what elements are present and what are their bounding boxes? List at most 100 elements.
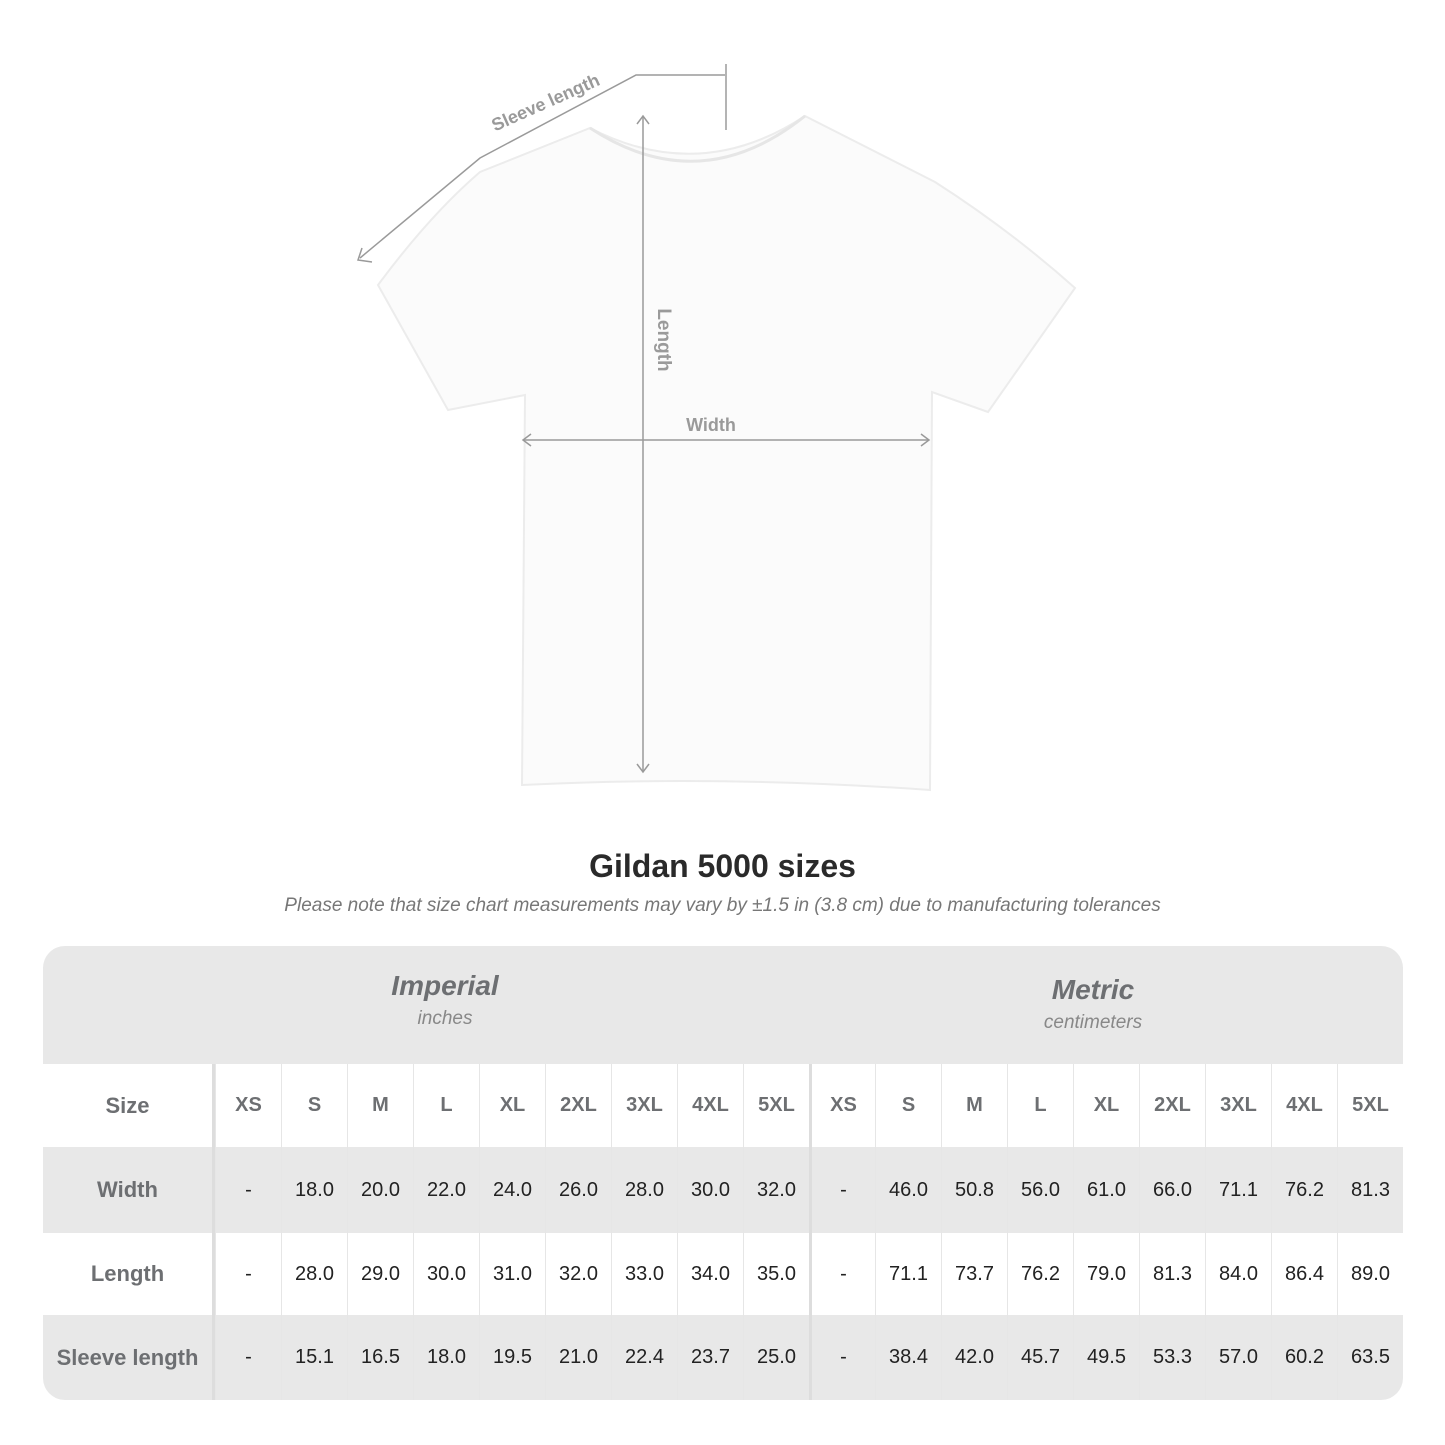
metric-value: 45.7 (1007, 1315, 1073, 1400)
length-arrow-top (636, 114, 650, 125)
chart-title: Gildan 5000 sizes (589, 848, 856, 884)
width-arrow-right (920, 433, 931, 447)
metric-value: 53.3 (1139, 1315, 1205, 1400)
metric-value: - (809, 1147, 875, 1233)
metric-size-3xl: 3XL (1205, 1064, 1271, 1147)
imperial-size-m: M (347, 1064, 413, 1147)
table-row: Width -18.0 20.0 22.0 24.0 26.0 28.0 30.0 32.0-4… (43, 1147, 1403, 1233)
metric-value: 71.1 (875, 1233, 941, 1315)
imperial-value: 30.0 (677, 1147, 743, 1233)
imperial-value: 32.0 (545, 1233, 611, 1315)
row-label: Length (43, 1233, 215, 1315)
imperial-size-3xl: 3XL (611, 1064, 677, 1147)
imperial-value: 34.0 (677, 1233, 743, 1315)
imperial-value: - (215, 1233, 281, 1315)
width-arrow-left (521, 433, 532, 447)
imperial-value: 33.0 (611, 1233, 677, 1315)
imperial-size-s: S (281, 1064, 347, 1147)
metric-value: 61.0 (1073, 1147, 1139, 1233)
tolerance-note: Please note that size chart measurements… (284, 895, 1161, 916)
metric-value: 73.7 (941, 1233, 1007, 1315)
row-label: Sleeve length (43, 1315, 215, 1400)
imperial-size-2xl: 2XL (545, 1064, 611, 1147)
metric-value: 60.2 (1271, 1315, 1337, 1400)
metric-value: 50.8 (941, 1147, 1007, 1233)
metric-value: 63.5 (1337, 1315, 1403, 1400)
imperial-value: 23.7 (677, 1315, 743, 1400)
imperial-value: 28.0 (611, 1147, 677, 1233)
imperial-value: 28.0 (281, 1233, 347, 1315)
table-row: Length -28.0 29.0 30.0 31.0 32.0 33.0 34.0 35.0-… (43, 1233, 1403, 1315)
imperial-size-xl: XL (479, 1064, 545, 1147)
sleeve-arrowhead (357, 247, 373, 263)
imperial-header: Imperial inches (215, 946, 675, 1064)
metric-size-4xl: 4XL (1271, 1064, 1337, 1147)
imperial-value: 22.0 (413, 1147, 479, 1233)
metric-value: 71.1 (1205, 1147, 1271, 1233)
tshirt-shape (376, 114, 1077, 792)
imperial-value: 19.5 (479, 1315, 545, 1400)
metric-value: 56.0 (1007, 1147, 1073, 1233)
imperial-size-xs: XS (215, 1064, 281, 1147)
imperial-value: 16.5 (347, 1315, 413, 1400)
imperial-title: Imperial (391, 970, 499, 1001)
imperial-value: - (215, 1315, 281, 1400)
metric-size-xl: XL (1073, 1064, 1139, 1147)
metric-value: 84.0 (1205, 1233, 1271, 1315)
imperial-value: 21.0 (545, 1315, 611, 1400)
imperial-value: 15.1 (281, 1315, 347, 1400)
metric-value: 79.0 (1073, 1233, 1139, 1315)
table-row: Sleeve length -15.1 16.5 18.0 19.5 21.0 22.4 23… (43, 1315, 1403, 1400)
imperial-value: 30.0 (413, 1233, 479, 1315)
width-label: Width (686, 415, 736, 435)
metric-size-5xl: 5XL (1337, 1064, 1403, 1147)
imperial-value: 29.0 (347, 1233, 413, 1315)
imperial-value: - (215, 1147, 281, 1233)
imperial-value: 25.0 (743, 1315, 809, 1400)
imperial-value: 26.0 (545, 1147, 611, 1233)
imperial-size-l: L (413, 1064, 479, 1147)
imperial-value: 35.0 (743, 1233, 809, 1315)
imperial-value: 24.0 (479, 1147, 545, 1233)
imperial-value: 32.0 (743, 1147, 809, 1233)
metric-unit: centimeters (1043, 1012, 1143, 1033)
tshirt-collar (589, 114, 806, 163)
imperial-value: 20.0 (347, 1147, 413, 1233)
metric-size-l: L (1007, 1064, 1073, 1147)
imperial-value: 18.0 (413, 1315, 479, 1400)
size-label: Size (43, 1064, 215, 1147)
table-header-row: Size XS S M L XL 2XL 3XL 4XL 5XL XS S M L XL 2XL 3XL 4XL 5… (43, 1064, 1403, 1147)
metric-value: 42.0 (941, 1315, 1007, 1400)
size-table: Imperial inches Metric centimeters Size X… (43, 946, 1403, 1400)
metric-value: - (809, 1315, 875, 1400)
metric-value: 86.4 (1271, 1233, 1337, 1315)
metric-value: 66.0 (1139, 1147, 1205, 1233)
metric-size-2xl: 2XL (1139, 1064, 1205, 1147)
imperial-value: 18.0 (281, 1147, 347, 1233)
length-arrow-bottom (636, 763, 650, 774)
imperial-size-4xl: 4XL (677, 1064, 743, 1147)
imperial-value: 22.4 (611, 1315, 677, 1400)
metric-value: 76.2 (1271, 1147, 1337, 1233)
metric-value: 89.0 (1337, 1233, 1403, 1315)
metric-size-xs: XS (809, 1064, 875, 1147)
metric-size-m: M (941, 1064, 1007, 1147)
tshirt-diagram: Sleeve length Length Width (357, 64, 1077, 792)
metric-title: Metric (1051, 974, 1135, 1005)
metric-value: 76.2 (1007, 1233, 1073, 1315)
metric-value: 81.3 (1139, 1233, 1205, 1315)
length-label: Length (653, 308, 674, 371)
row-label: Width (43, 1147, 215, 1233)
metric-header: Metric centimeters (838, 946, 1348, 1064)
imperial-unit: inches (417, 1008, 473, 1029)
metric-value: - (809, 1233, 875, 1315)
metric-value: 38.4 (875, 1315, 941, 1400)
imperial-value: 31.0 (479, 1233, 545, 1315)
metric-value: 81.3 (1337, 1147, 1403, 1233)
metric-value: 46.0 (875, 1147, 941, 1233)
metric-size-s: S (875, 1064, 941, 1147)
metric-value: 57.0 (1205, 1315, 1271, 1400)
sleeve-measure-line (359, 74, 725, 259)
imperial-size-5xl: 5XL (743, 1064, 809, 1147)
